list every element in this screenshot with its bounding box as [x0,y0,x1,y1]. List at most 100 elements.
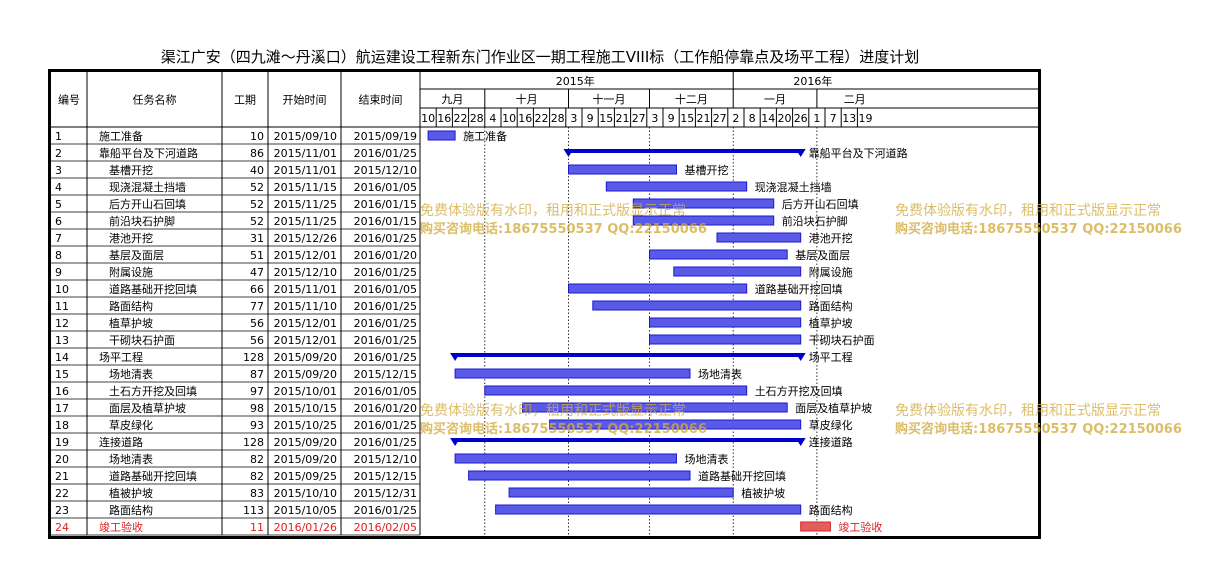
task-start: 2015/10/10 [274,487,337,500]
day-label: 22 [454,112,468,125]
day-label: 8 [749,112,756,125]
task-end: 2016/01/25 [354,317,417,330]
day-label: 21 [616,112,630,125]
task-end: 2015/12/15 [354,470,417,483]
task-end: 2016/01/25 [354,334,417,347]
task-duration: 56 [250,317,264,330]
task-id: 20 [55,453,69,466]
day-label: 2 [732,112,739,125]
task-end: 2016/01/20 [354,249,417,262]
task-name: 现浇混凝土挡墙 [109,180,186,194]
task-bar [649,249,788,260]
day-label: 7 [830,112,837,125]
header-name: 任务名称 [133,93,177,107]
watermark-line2-b: 购买咨询电话:18675550537 QQ:22150066 [895,222,1182,237]
task-bar [649,334,802,345]
task-end: 2016/02/05 [354,521,417,534]
task-name: 道路基础开挖回填 [109,282,197,296]
task-id: 17 [55,402,69,415]
task-name: 连接道路 [99,435,143,449]
day-label: 10 [502,112,516,125]
task-id: 7 [55,232,62,245]
task-bar [468,470,691,481]
task-id: 10 [55,283,69,296]
task-duration: 82 [250,470,264,483]
task-start: 2015/11/01 [274,283,337,296]
header-start: 开始时间 [283,93,327,107]
task-end: 2016/01/25 [354,232,417,245]
task-duration: 52 [250,181,264,194]
task-name: 靠船平台及下河道路 [99,146,198,160]
task-duration: 40 [250,164,264,177]
day-label: 16 [518,112,532,125]
task-id: 9 [55,266,62,279]
task-start: 2015/12/01 [274,317,337,330]
task-id: 21 [55,470,69,483]
task-bar [605,181,748,192]
bar-label: 场平工程 [809,350,853,364]
task-start: 2015/10/25 [274,419,337,432]
gantt-table [48,69,1041,539]
task-id: 11 [55,300,69,313]
task-start: 2015/09/20 [274,436,337,449]
task-duration: 56 [250,334,264,347]
month-label: 十一月 [593,92,626,106]
header-end: 结束时间 [359,94,403,107]
bar-label: 场地清表 [698,367,742,381]
day-label: 28 [470,112,484,125]
day-label: 14 [761,112,775,125]
bar-label: 土石方开挖及回填 [755,384,843,398]
task-duration: 51 [250,249,264,262]
header-id: 编号 [58,93,80,107]
task-name: 场地清表 [109,452,153,466]
year-label: 2016年 [793,74,832,88]
task-name: 植草护坡 [109,316,153,330]
milestone-bar [800,521,831,532]
task-duration: 10 [250,130,264,143]
task-end: 2016/01/20 [354,402,417,415]
task-duration: 52 [250,198,264,211]
day-label: 22 [535,112,549,125]
task-name: 港池开挖 [109,231,153,245]
task-bar [508,487,734,498]
task-id: 19 [55,436,69,449]
task-name: 前沿块石护脚 [109,214,175,228]
bar-label: 路面结构 [809,299,853,313]
summary-end-marker [795,149,806,157]
task-start: 2015/09/20 [274,368,337,381]
task-duration: 86 [250,147,264,160]
summary-end-marker [795,438,806,446]
bar-label: 施工准备 [463,129,507,143]
task-id: 22 [55,487,69,500]
task-id: 23 [55,504,69,517]
bar-label: 面层及植草护坡 [795,401,872,415]
bar-label: 前沿块石护脚 [782,214,848,228]
day-label: 27 [713,112,727,125]
task-duration: 47 [250,266,264,279]
bar-label: 港池开挖 [809,231,853,245]
month-label: 九月 [441,93,463,106]
task-start: 2015/12/01 [274,249,337,262]
task-duration: 93 [250,419,264,432]
task-start: 2015/11/10 [274,300,337,313]
task-id: 16 [55,385,69,398]
task-id: 3 [55,164,62,177]
task-bar [568,283,748,294]
summary-start-marker [450,438,461,446]
task-bar [632,198,775,209]
task-id: 15 [55,368,69,381]
task-duration: 31 [250,232,264,245]
task-start: 2015/11/01 [274,164,337,177]
task-id: 12 [55,317,69,330]
task-bar [454,453,677,464]
task-start: 2015/09/25 [274,470,337,483]
task-name: 基层及面层 [109,249,164,262]
day-label: 1 [813,112,820,125]
day-label: 10 [421,112,435,125]
chart-title: 渠江广安（四九滩～丹溪口）航运建设工程新东门作业区一期工程施工VIII标（工作船… [160,48,920,66]
task-bar [427,130,456,141]
task-id: 5 [55,198,62,211]
day-label: 15 [599,112,613,125]
bar-label: 道路基础开挖回填 [755,282,843,296]
